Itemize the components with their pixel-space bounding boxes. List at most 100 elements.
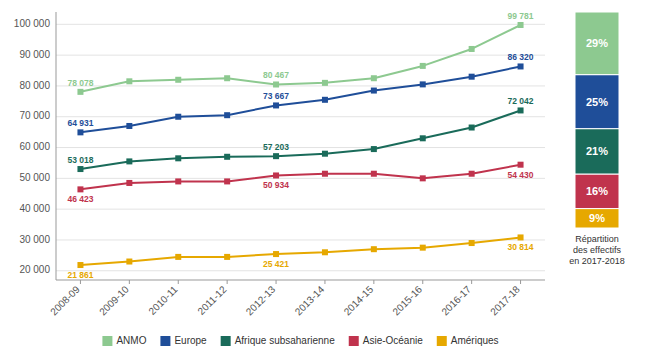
legend-swatch [437,336,447,346]
point-marker [175,178,181,184]
legend-item: Amériques [437,335,499,346]
grid-line [56,147,545,148]
grid-line [56,24,545,25]
grid-line [56,270,545,271]
grid-line [56,209,545,210]
data-label: 64 931 [67,118,93,128]
point-marker [518,63,524,69]
point-marker [126,259,132,265]
y-tick-label: 50 000 [19,172,50,183]
point-marker [126,123,132,129]
legend-swatch [102,336,112,346]
legend-item: Asie-Océanie [349,335,423,346]
data-label: 21% [586,145,608,157]
point-marker [224,254,230,260]
grid-line [56,178,545,179]
y-axis-line [56,12,57,280]
chart-root: 20 00030 00040 00050 00060 00070 00080 0… [0,0,650,351]
point-marker [420,245,426,251]
bar-title-line: en 2017-2018 [569,256,625,266]
y-tick-label: 70 000 [19,110,50,121]
point-marker [224,112,230,118]
point-marker [469,46,475,52]
line-chart: 20 00030 00040 00050 00060 00070 00080 0… [14,11,545,317]
point-marker [126,78,132,84]
plot-area [575,12,619,228]
x-tick [178,280,179,284]
y-tick-label: 30 000 [19,234,50,245]
point-marker [518,162,524,168]
x-tick-label: 2012-13 [244,283,278,317]
y-tick-label: 100 000 [14,18,51,29]
legend-label: ANMO [116,335,146,346]
bar-title-line: des effectifs [573,245,621,255]
data-label: 25% [586,96,608,108]
x-tick [471,280,472,284]
point-marker [77,166,83,172]
legend-swatch [221,336,231,346]
data-label: 57 203 [263,142,289,152]
point-marker [126,158,132,164]
x-tick [129,280,130,284]
point-marker [371,146,377,152]
legend-label: Afrique subsaharienne [235,335,336,346]
point-marker [175,77,181,83]
x-tick-label: 2014-15 [342,283,376,317]
bar-segment [575,75,619,129]
point-marker [420,175,426,181]
data-label: 72 042 [508,96,534,106]
point-marker [518,234,524,240]
point-marker [175,254,181,260]
point-marker [273,172,279,178]
point-marker [273,251,279,257]
point-marker [77,129,83,135]
bar-title-line: Répartition [575,234,619,244]
point-marker [371,246,377,252]
x-tick-label: 2008-09 [48,283,82,317]
point-marker [322,249,328,255]
x-tick-label: 2015-16 [390,283,424,317]
point-marker [420,63,426,69]
legend: ANMOEuropeAfrique subsaharienneAsie-Océa… [102,335,498,346]
plot-area [77,22,523,268]
grid-line [56,55,545,56]
point-marker [469,74,475,80]
series-line [80,25,520,92]
bar-segment [575,209,619,228]
data-label: 50 934 [263,180,289,190]
point-marker [518,22,524,28]
point-marker [175,155,181,161]
data-label: 21 861 [67,270,93,280]
x-tick-label: 2011-12 [195,283,229,317]
x-tick [373,280,374,284]
point-marker [224,178,230,184]
y-tick-label: 60 000 [19,141,50,152]
data-label: 73 667 [263,91,289,101]
point-marker [371,75,377,81]
x-tick [227,280,228,284]
x-tick [324,280,325,284]
x-tick [422,280,423,284]
legend-item: ANMO [102,335,146,346]
point-marker [518,107,524,113]
data-labels: 78 07880 46799 78164 93173 66786 32053 0… [67,11,533,280]
data-label: 30 814 [508,242,534,252]
data-label: 46 423 [67,194,93,204]
y-tick-label: 20 000 [19,264,50,275]
series-line [80,110,520,169]
bar-segment [575,174,619,209]
x-tick [80,280,81,284]
point-marker [273,102,279,108]
point-marker [224,75,230,81]
point-marker [273,81,279,87]
bar-segment [575,129,619,174]
data-label: 80 467 [263,70,289,80]
y-tick-label: 80 000 [19,80,50,91]
data-label: 53 018 [67,155,93,165]
data-label: 25 421 [263,259,289,269]
x-tick-label: 2009-10 [97,283,131,317]
x-tick-label: 2017-18 [488,283,522,317]
legend-item: Afrique subsaharienne [221,335,336,346]
point-marker [371,171,377,177]
bar-title: Répartitiondes effectifsen 2017-2018 [569,234,625,266]
